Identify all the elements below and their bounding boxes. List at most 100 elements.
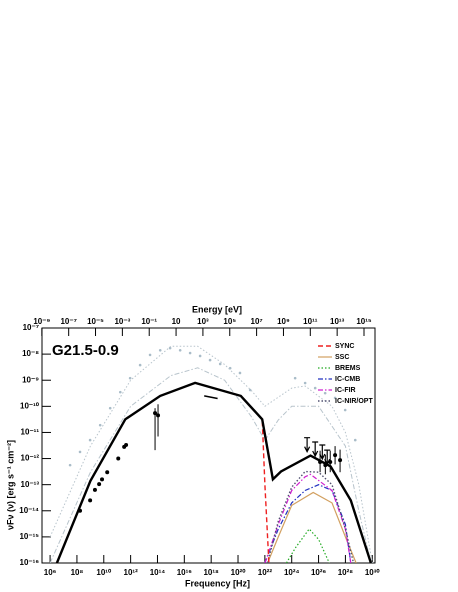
x-tick-label: 10²⁶ — [311, 568, 327, 577]
legend-label: BREMS — [335, 365, 361, 372]
model-curve — [264, 473, 352, 563]
data-point — [313, 386, 317, 390]
x2-tick-label: 10 — [172, 317, 181, 326]
data-point — [116, 456, 121, 461]
data-point — [118, 390, 122, 394]
x-tick-label: 10¹⁰ — [96, 568, 112, 577]
data-point — [293, 376, 297, 380]
data-point — [156, 413, 161, 418]
y-tick-label: 10⁻¹³ — [21, 480, 40, 489]
y-tick-label: 10⁻⁸ — [22, 349, 39, 358]
x2-tick-label: 10¹¹ — [303, 317, 318, 326]
data-point — [97, 482, 102, 487]
x-tick-label: 10²⁴ — [284, 568, 300, 577]
data-point — [124, 443, 129, 448]
x2-tick-label: 10¹⁵ — [356, 317, 372, 326]
data-point — [105, 470, 110, 475]
model-curve — [204, 395, 218, 400]
data-point — [343, 408, 347, 412]
x-axis-title: Frequency [Hz] — [185, 578, 250, 588]
data-point — [303, 381, 307, 385]
data-point — [158, 348, 162, 352]
x2-tick-label: 10⁷ — [251, 317, 263, 326]
data-point — [153, 411, 158, 416]
data-point — [138, 363, 142, 367]
x2-tick-label: 10⁻⁹ — [33, 317, 50, 326]
legend-label: SYNC — [335, 343, 354, 350]
x-tick-label: 10¹⁸ — [203, 568, 219, 577]
y-tick-label: 10⁻¹¹ — [21, 428, 40, 437]
x2-tick-label: 10⁻⁷ — [60, 317, 76, 326]
y-tick-label: 10⁻¹⁴ — [19, 506, 39, 515]
data-point — [188, 351, 192, 355]
x-tick-label: 10²⁰ — [231, 568, 247, 577]
data-point — [198, 354, 202, 358]
model-curve — [49, 345, 373, 563]
data-point — [78, 508, 83, 513]
model-curve — [267, 491, 357, 563]
data-point — [88, 438, 92, 442]
model-curve — [285, 528, 330, 563]
y-tick-label: 10⁻¹⁶ — [20, 558, 40, 567]
data-point — [92, 487, 97, 492]
upper-limit — [324, 449, 331, 466]
y-axis-title: νFν (ν) [erg s⁻¹ cm⁻²] — [5, 440, 15, 530]
x2-tick-label: 10⁹ — [277, 317, 290, 326]
annotation: G21.5-0.9 — [52, 342, 119, 359]
x-tick-label: 10²⁸ — [338, 568, 354, 577]
data-point — [248, 388, 252, 392]
data-point — [128, 376, 132, 380]
x-tick-label: 10¹² — [124, 568, 139, 577]
x2-axis-title: Energy [eV] — [192, 304, 242, 314]
y-tick-label: 10⁻¹⁰ — [20, 401, 40, 410]
data-point — [323, 463, 328, 468]
data-point — [168, 346, 172, 350]
data-point — [208, 358, 212, 362]
y-tick-label: 10⁻¹⁵ — [19, 532, 39, 541]
legend-label: IC-NIR/OPT — [335, 398, 373, 405]
upper-limit — [319, 444, 326, 461]
x2-tick-label: 10¹³ — [330, 317, 345, 326]
x-tick-label: 10¹⁶ — [177, 568, 193, 577]
data-point — [333, 396, 337, 400]
x-tick-label: 10⁸ — [71, 568, 84, 577]
data-point — [338, 458, 343, 463]
data-point — [323, 391, 327, 395]
model-curve — [266, 470, 355, 563]
upper-limit — [304, 437, 311, 454]
y-tick-label: 10⁻⁹ — [22, 375, 39, 384]
y-tick-label: 10⁻¹² — [21, 454, 40, 463]
data-point — [333, 453, 338, 458]
x-tick-label: 10³⁰ — [365, 568, 381, 577]
data-point — [88, 498, 93, 503]
x2-tick-label: 10⁻⁵ — [87, 317, 104, 326]
data-point — [108, 406, 112, 410]
data-point — [178, 348, 182, 352]
legend-label: SSC — [335, 354, 349, 361]
x-tick-label: 10⁶ — [44, 568, 57, 577]
y-tick-label: 10⁻⁷ — [23, 323, 39, 332]
upper-limit — [312, 441, 319, 458]
x2-tick-label: 10⁻³ — [114, 317, 130, 326]
model-curve — [264, 484, 352, 563]
data-point — [100, 477, 105, 482]
x2-tick-label: 10³ — [197, 317, 209, 326]
data-point — [218, 362, 222, 366]
data-point — [78, 450, 82, 454]
x-tick-label: 10²² — [258, 568, 273, 577]
x2-tick-label: 10⁵ — [223, 317, 236, 326]
legend-label: IC-FIR — [335, 387, 356, 394]
legend-label: IC-CMB — [335, 376, 360, 383]
plot-frame — [41, 327, 376, 564]
data-point — [318, 459, 323, 464]
data-point — [238, 371, 242, 375]
data-point — [353, 438, 357, 442]
data-point — [148, 353, 152, 357]
data-point — [98, 423, 102, 427]
model-curve — [49, 367, 372, 563]
data-point — [68, 463, 72, 467]
x2-tick-label: 10⁻¹ — [141, 317, 157, 326]
x-tick-label: 10¹⁴ — [150, 568, 166, 577]
